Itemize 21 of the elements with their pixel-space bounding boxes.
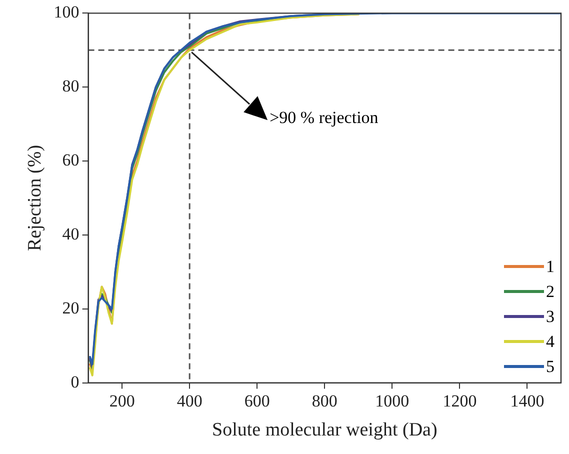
x-axis-title: Solute molecular weight (Da) bbox=[212, 420, 438, 441]
y-tick-label: 100 bbox=[54, 2, 80, 22]
y-tick-label: 20 bbox=[62, 298, 80, 318]
x-tick-label: 1400 bbox=[510, 391, 544, 410]
legend-label: 2 bbox=[546, 280, 554, 303]
annotation: >90 % rejection bbox=[270, 108, 378, 128]
x-tick-label: 1200 bbox=[442, 391, 477, 410]
x-tick-label: 800 bbox=[312, 391, 338, 410]
x-tick-label: 200 bbox=[109, 391, 135, 410]
legend-label: 3 bbox=[546, 306, 554, 328]
y-tick-label: 80 bbox=[62, 76, 80, 96]
x-tick-label: 400 bbox=[176, 391, 202, 410]
y-tick-label: 0 bbox=[70, 372, 80, 392]
y-axis-title: Rejection (%) bbox=[24, 144, 46, 252]
legend-label: 5 bbox=[546, 356, 554, 378]
y-tick-label: 60 bbox=[62, 150, 80, 170]
x-tick-label: 600 bbox=[244, 391, 270, 410]
legend-label: 1 bbox=[546, 256, 554, 278]
legend-label: 4 bbox=[546, 330, 554, 353]
x-tick-label: 1000 bbox=[375, 391, 410, 410]
y-tick-label: 40 bbox=[62, 224, 80, 244]
